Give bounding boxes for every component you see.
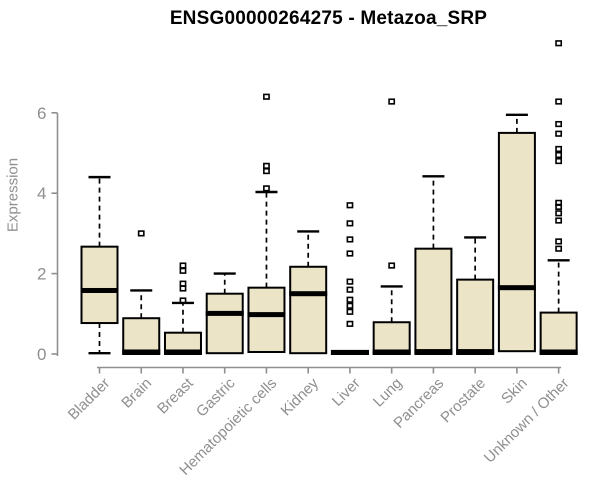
median-line (539, 349, 578, 355)
box-prostate (456, 236, 495, 356)
box-hematopoietic-cells (247, 93, 286, 353)
box-skin (497, 113, 536, 353)
outlier-point (346, 220, 354, 227)
iqr-box (456, 278, 495, 356)
outlier-point (346, 286, 354, 293)
median-line (330, 349, 369, 355)
outlier-point (179, 280, 187, 287)
iqr-box (539, 311, 578, 355)
x-tick-label-liver: Liver (329, 375, 364, 410)
outlier-point (555, 145, 563, 153)
x-tick-label-breast: Breast (154, 374, 197, 417)
outlier-point (555, 151, 563, 159)
box-pancreas (414, 175, 453, 355)
outlier-point (346, 250, 354, 257)
y-tick-label: 2 (37, 265, 46, 284)
outlier-point (555, 203, 563, 210)
median-line (372, 349, 411, 355)
iqr-box (122, 317, 161, 355)
outlier-point (555, 210, 563, 217)
median-line (414, 349, 453, 355)
median-line (456, 349, 495, 355)
outlier-point (137, 230, 145, 237)
chart-title: ENSG00000264275 - Metazoa_SRP (169, 8, 488, 29)
x-tick-label-skin: Skin (498, 375, 531, 408)
outlier-point (555, 157, 563, 165)
iqr-box (80, 245, 119, 325)
y-axis: 0 2 4 6 (37, 104, 59, 364)
box-lung (372, 98, 411, 356)
box-unknown-other (539, 40, 578, 355)
median-line (497, 285, 536, 291)
outlier-point (263, 93, 270, 100)
box-breast (163, 262, 202, 355)
outlier-point (263, 162, 270, 169)
box-kidney (289, 230, 328, 355)
y-tick-label: 6 (37, 104, 46, 123)
median-line (80, 287, 119, 293)
box-gastric (205, 272, 244, 355)
outlier-point (346, 202, 354, 209)
median-line (122, 349, 161, 355)
outlier-point (346, 278, 354, 285)
outlier-point (179, 262, 187, 269)
y-tick-label: 4 (37, 184, 46, 203)
outlier-point (346, 308, 354, 315)
box-brain (122, 230, 161, 355)
outlier-point (555, 245, 563, 252)
outlier-point (555, 40, 563, 47)
outlier-point (346, 236, 354, 243)
outlier-point (263, 167, 270, 175)
outlier-point (388, 262, 396, 269)
iqr-box (247, 286, 286, 353)
outlier-point (555, 217, 563, 224)
outlier-point (346, 302, 354, 309)
y-tick-label: 0 (37, 345, 46, 364)
outlier-point (555, 130, 563, 137)
outlier-point (388, 98, 396, 105)
outlier-point (555, 238, 563, 245)
x-tick-label-kidney: Kidney (278, 374, 323, 419)
x-tick-label-brain: Brain (118, 375, 155, 412)
outlier-point (555, 98, 563, 105)
outlier-point (555, 120, 563, 128)
outlier-point (179, 297, 187, 304)
x-tick-label-prostate: Prostate (437, 375, 489, 427)
median-line (289, 291, 328, 297)
iqr-box (289, 265, 328, 355)
x-tick-label-bladder: Bladder (65, 375, 114, 424)
outlier-point (179, 285, 187, 292)
iqr-box (414, 247, 453, 355)
outlier-point (346, 320, 354, 327)
outlier-point (179, 267, 187, 274)
box-bladder (80, 175, 119, 355)
x-tick-label-lung: Lung (370, 375, 406, 411)
median-line (163, 349, 202, 355)
iqr-box (497, 131, 536, 353)
iqr-box (205, 292, 244, 355)
outlier-point (346, 296, 354, 303)
median-line (205, 310, 244, 316)
iqr-box (372, 321, 411, 356)
box-liver (330, 202, 369, 356)
median-line (247, 312, 286, 318)
outlier-point (263, 185, 270, 192)
